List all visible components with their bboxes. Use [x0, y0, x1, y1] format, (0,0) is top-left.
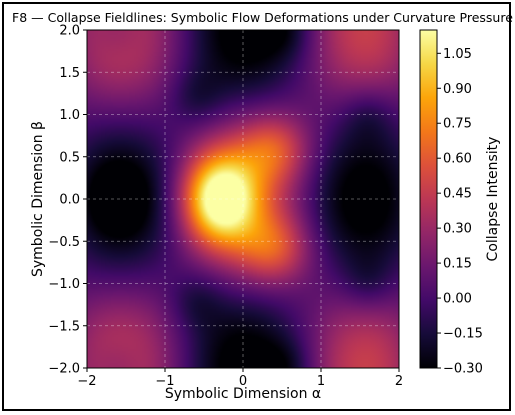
x-tick-label: 1	[317, 374, 325, 389]
heatmap-plot	[87, 30, 399, 368]
colorbar-gradient	[420, 30, 437, 368]
x-tick-label: 2	[395, 374, 403, 389]
y-axis-label: Symbolic Dimension β	[30, 121, 46, 277]
colorbar-tick-label: 0.90	[443, 82, 472, 97]
colorbar-tick-label: 0.75	[443, 117, 472, 132]
colorbar-border	[419, 29, 438, 369]
y-tick-label: 2.0	[59, 24, 80, 39]
colorbar-label: Collapse Intensity	[485, 137, 501, 262]
colorbar-ticks: −0.30 −0.15 0.00 0.15 0.30 0.45 0.60 0.75 0.90 1.…	[437, 47, 483, 377]
chart-title: F8 — Collapse Fieldlines: Symbolic Flow …	[12, 10, 513, 25]
colorbar-tick-label: 0.15	[443, 257, 472, 272]
x-axis-ticks: −2 −1 0 1 2	[77, 368, 403, 389]
x-tick-label: 0	[239, 374, 247, 389]
colorbar: −0.30 −0.15 0.00 0.15 0.30 0.45 0.60 0.75 0.90 1.…	[419, 29, 483, 377]
y-axis-ticks: −2.0 −1.5 −1.0 −0.5 0.0 0.5 1.0 1.5 2.0	[48, 24, 87, 377]
y-tick-label: −2.0	[48, 362, 80, 377]
x-axis-label: Symbolic Dimension α	[165, 386, 321, 402]
y-tick-label: 1.0	[59, 108, 80, 123]
colorbar-tick-label: 0.00	[443, 292, 472, 307]
heatmap-field	[87, 30, 399, 368]
colorbar-tick-label: 0.45	[443, 187, 472, 202]
colorbar-tick-label: 0.60	[443, 152, 472, 167]
y-tick-label: −1.5	[48, 319, 80, 334]
x-tick-label: −2	[77, 374, 96, 389]
y-tick-label: 1.5	[59, 66, 80, 81]
colorbar-tick-label: −0.15	[443, 327, 483, 342]
colorbar-tick-label: 0.30	[443, 222, 472, 237]
y-tick-label: −0.5	[48, 235, 80, 250]
colorbar-tick-label: −0.30	[443, 362, 483, 377]
x-tick-label: −1	[155, 374, 174, 389]
y-tick-label: 0.5	[59, 150, 80, 165]
y-tick-label: −1.0	[48, 277, 80, 292]
y-tick-label: 0.0	[59, 193, 80, 208]
colorbar-tick-label: 1.05	[443, 47, 472, 62]
